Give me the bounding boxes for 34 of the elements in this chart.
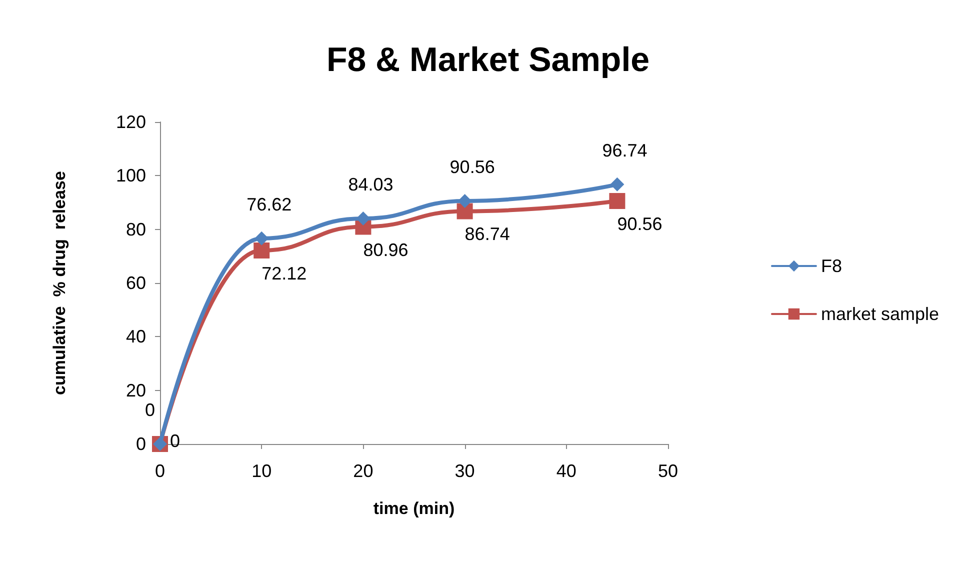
- point: [356, 212, 370, 226]
- x-tick-label: 0: [154, 461, 166, 481]
- point: [254, 242, 270, 258]
- x-tick-label: 10: [252, 461, 272, 481]
- data-label: 86.74: [464, 224, 510, 244]
- x-tick-label: 40: [556, 461, 576, 481]
- y-axis-title: cumulative % drug release: [50, 171, 69, 395]
- point: [458, 194, 472, 208]
- y-tick-label: 40: [126, 326, 146, 347]
- data-label: 72.12: [262, 263, 307, 284]
- y-tick-label: 20: [126, 380, 146, 400]
- y-tick-label: 120: [116, 112, 146, 132]
- data-label: 0: [170, 431, 180, 451]
- y-tick-label: 0: [136, 434, 146, 454]
- data-label: 90.56: [450, 156, 495, 177]
- x-axis-title: time (min): [373, 499, 455, 518]
- data-label: 84.03: [348, 174, 394, 195]
- x-tick-label: 50: [658, 461, 678, 481]
- point: [254, 231, 269, 246]
- chart-title: F8 & Market Sample: [326, 41, 650, 79]
- legend-label: F8: [820, 256, 842, 276]
- data-label: 76.62: [246, 194, 292, 214]
- x-tick-label: 30: [454, 461, 475, 481]
- point: [610, 177, 624, 192]
- x-tick-label: 20: [353, 461, 374, 481]
- y-tick-label: 100: [116, 166, 146, 186]
- legend-label: market sample: [820, 304, 940, 324]
- data-label: 90.56: [617, 214, 662, 234]
- data-label: 80.96: [363, 240, 408, 260]
- y-tick-label: 80: [126, 219, 146, 240]
- data-label: 96.74: [602, 140, 648, 160]
- point: [609, 192, 626, 209]
- point: [456, 203, 473, 220]
- y-tick-label: 60: [126, 273, 146, 293]
